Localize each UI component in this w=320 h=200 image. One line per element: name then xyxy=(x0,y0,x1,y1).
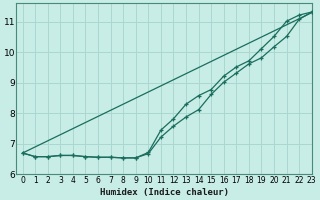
X-axis label: Humidex (Indice chaleur): Humidex (Indice chaleur) xyxy=(100,188,228,197)
